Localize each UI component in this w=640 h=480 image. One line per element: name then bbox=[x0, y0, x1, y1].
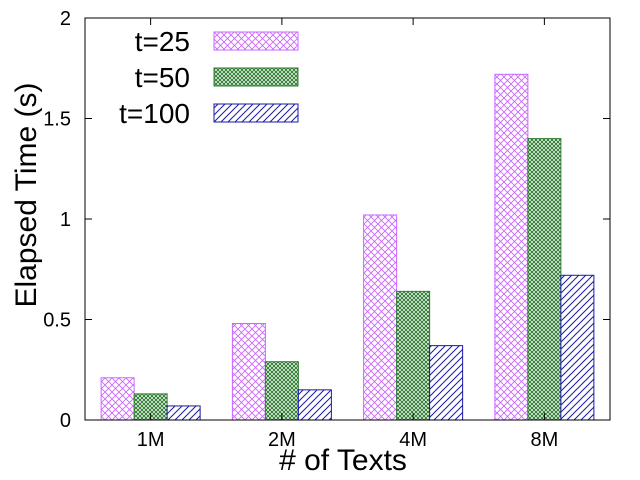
bar-t100-8M bbox=[560, 274, 595, 421]
bar-t50-2M bbox=[264, 361, 299, 421]
legend-swatch bbox=[213, 103, 299, 123]
y-ticks: 0 0.5 1 1.5 2 bbox=[43, 8, 610, 432]
bar-t50-4M bbox=[396, 290, 431, 421]
y-tick-label: 2 bbox=[60, 8, 71, 30]
x-tick-label: 4M bbox=[399, 429, 427, 451]
x-tick-label: 1M bbox=[137, 429, 165, 451]
x-ticks: 1M 2M 4M 8M bbox=[137, 18, 558, 451]
legend-label: t=50 bbox=[135, 62, 190, 93]
legend-label: t=25 bbox=[135, 26, 190, 57]
bar-t25-8M bbox=[494, 73, 529, 421]
x-axis-title: # of Texts bbox=[279, 444, 407, 477]
y-tick-label: 0.5 bbox=[43, 310, 71, 332]
legend-label: t=100 bbox=[119, 98, 190, 129]
bars-layer bbox=[100, 73, 595, 421]
bar-t100-1M bbox=[166, 405, 201, 421]
y-axis-title: Elapsed Time (s) bbox=[10, 82, 43, 307]
bar-t25-1M bbox=[100, 377, 135, 421]
legend: t=25 t=50 t=100 bbox=[119, 26, 299, 129]
bar-t100-4M bbox=[429, 345, 464, 421]
bar-t100-2M bbox=[297, 389, 332, 421]
bar-t25-2M bbox=[231, 323, 266, 421]
x-tick-label: 8M bbox=[530, 429, 558, 451]
y-tick-label: 1.5 bbox=[43, 109, 71, 131]
x-tick-label: 2M bbox=[268, 429, 296, 451]
bar-t50-8M bbox=[527, 138, 562, 421]
legend-swatch bbox=[213, 67, 299, 87]
bar-t25-4M bbox=[363, 214, 398, 421]
y-tick-label: 0 bbox=[60, 410, 71, 432]
y-tick-label: 1 bbox=[60, 209, 71, 231]
legend-swatch bbox=[213, 31, 299, 51]
